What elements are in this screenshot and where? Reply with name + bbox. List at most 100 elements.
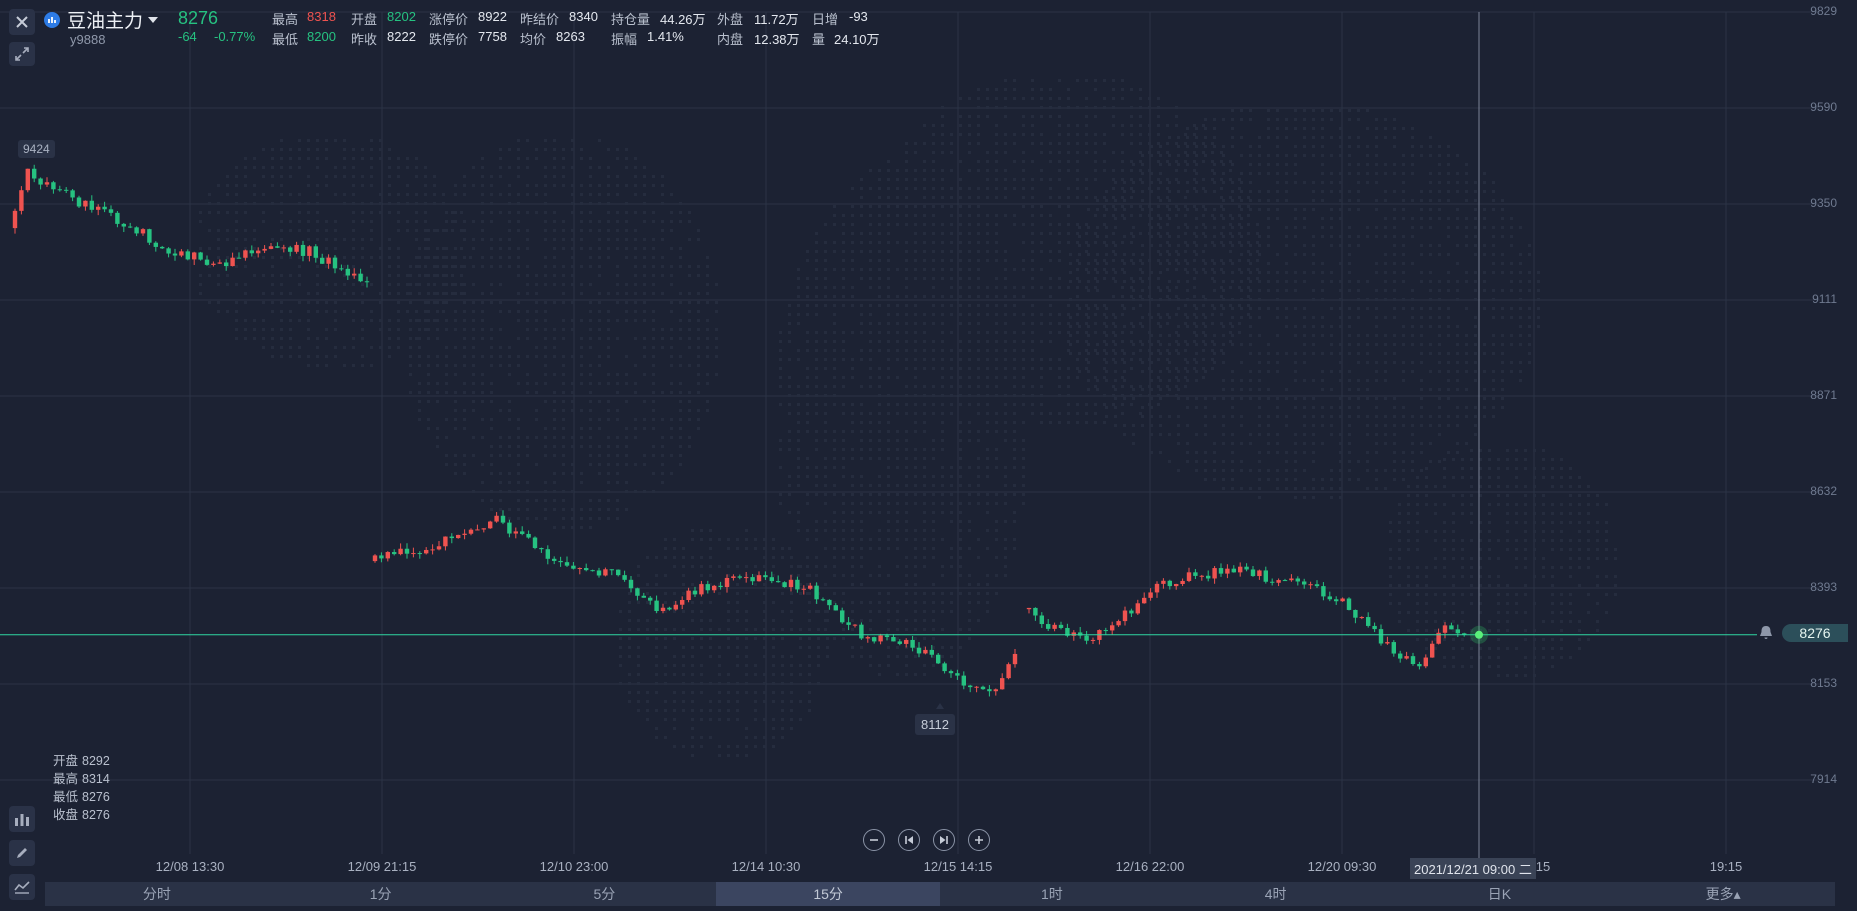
watermark-dot [1247, 223, 1250, 226]
watermark-dot [1321, 163, 1324, 166]
watermark-dot [1258, 253, 1261, 256]
watermark-dot [580, 436, 583, 439]
watermark-dot [1294, 361, 1297, 364]
watermark-dot [1528, 352, 1531, 355]
watermark-dot [634, 238, 637, 241]
watermark-dot [1434, 629, 1437, 632]
watermark-dot [1384, 127, 1387, 130]
watermark-dot [1312, 181, 1315, 184]
watermark-dot [1186, 289, 1189, 292]
watermark-dot [1375, 298, 1378, 301]
watermark-dot [1429, 253, 1432, 256]
watermark-dot [1168, 334, 1171, 337]
watermark-dot [1240, 226, 1243, 229]
watermark-dot [1229, 340, 1232, 343]
watermark-dot [1123, 181, 1126, 184]
watermark-dot [616, 292, 619, 295]
watermark-dot [923, 457, 926, 460]
watermark-dot [1175, 376, 1178, 379]
watermark-dot [1213, 208, 1216, 211]
watermark-dot [1148, 151, 1151, 154]
watermark-dot [1461, 575, 1464, 578]
watermark-dot [977, 583, 980, 586]
watermark-dot [1112, 295, 1115, 298]
watermark-dot [1425, 530, 1428, 533]
watermark-dot [1004, 268, 1007, 271]
watermark-dot [1393, 118, 1396, 121]
watermark-dot [517, 301, 520, 304]
watermark-dot [1339, 406, 1342, 409]
watermark-dot [490, 211, 493, 214]
watermark-dot [616, 319, 619, 322]
watermark-dot [869, 322, 872, 325]
watermark-dot [914, 493, 917, 496]
watermark-dot [1258, 478, 1261, 481]
watermark-dot [1443, 611, 1446, 614]
watermark-dot [1231, 334, 1234, 337]
watermark-dot [887, 304, 890, 307]
watermark-dot [1121, 295, 1124, 298]
watermark-dot [1040, 232, 1043, 235]
watermark-dot [986, 403, 989, 406]
watermark-dot [1031, 304, 1034, 307]
watermark-dot [1141, 406, 1144, 409]
watermark-dot [1175, 169, 1178, 172]
watermark-dot [307, 355, 310, 358]
watermark-dot [1013, 385, 1016, 388]
watermark-dot [1375, 235, 1378, 238]
watermark-dot [1105, 343, 1108, 346]
watermark-dot [1139, 295, 1142, 298]
watermark-dot [932, 592, 935, 595]
watermark-dot [932, 286, 935, 289]
watermark-dot [1141, 163, 1144, 166]
watermark-dot [905, 601, 908, 604]
watermark-dot [1139, 304, 1142, 307]
watermark-dot [535, 319, 538, 322]
watermark-dot [815, 412, 818, 415]
watermark-dot [878, 277, 881, 280]
watermark-dot [1267, 307, 1270, 310]
watermark-dot [1366, 181, 1369, 184]
watermark-dot [706, 292, 709, 295]
watermark-dot [1040, 268, 1043, 271]
watermark-dot [1285, 469, 1288, 472]
watermark-dot [1004, 106, 1007, 109]
watermark-dot [1267, 109, 1270, 112]
watermark-dot [1049, 313, 1052, 316]
watermark-dot [427, 283, 430, 286]
watermark-dot [959, 340, 962, 343]
watermark-dot [1528, 334, 1531, 337]
watermark-dot [1213, 442, 1216, 445]
watermark-dot [1497, 620, 1500, 623]
watermark-dot [1519, 262, 1522, 265]
watermark-dot [217, 211, 220, 214]
watermark-dot [1150, 181, 1153, 184]
watermark-dot [878, 394, 881, 397]
watermark-dot [959, 322, 962, 325]
watermark-dot [1087, 289, 1090, 292]
watermark-dot [1312, 397, 1315, 400]
watermark-dot [1416, 611, 1419, 614]
watermark-dot [1447, 154, 1450, 157]
watermark-dot [1506, 539, 1509, 542]
watermark-dot [634, 184, 637, 187]
watermark-dot [706, 301, 709, 304]
watermark-dot [1085, 286, 1088, 289]
watermark-dot [1123, 190, 1126, 193]
watermark-dot [905, 466, 908, 469]
watermark-dot [553, 229, 556, 232]
watermark-dot [1339, 190, 1342, 193]
watermark-dot [824, 295, 827, 298]
watermark-dot [508, 229, 511, 232]
watermark-dot [968, 358, 971, 361]
watermark-dot [244, 337, 247, 340]
watermark-dot [526, 247, 529, 250]
watermark-dot [1470, 665, 1473, 668]
watermark-dot [1537, 289, 1540, 292]
watermark-dot [289, 274, 292, 277]
watermark-dot [932, 439, 935, 442]
watermark-dot [806, 259, 809, 262]
watermark-dot [1094, 106, 1097, 109]
watermark-dot [634, 301, 637, 304]
